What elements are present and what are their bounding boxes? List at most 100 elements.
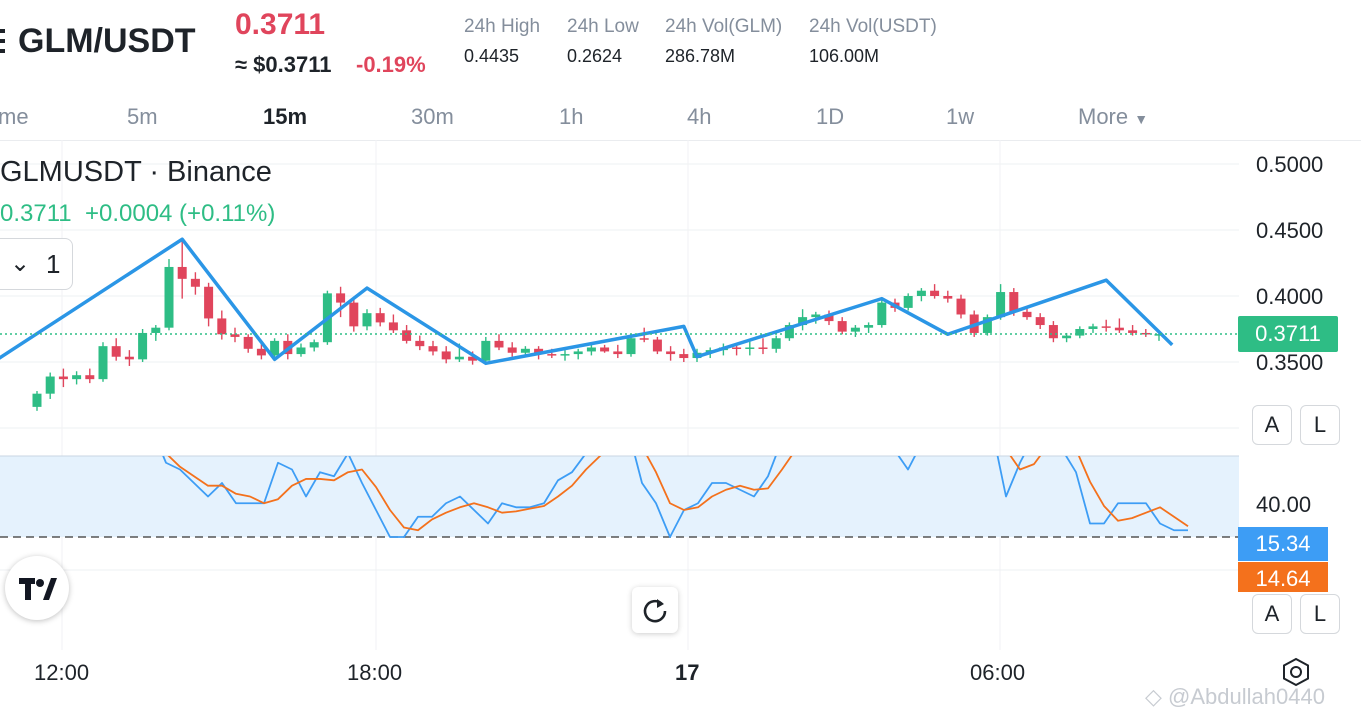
osc-d-value-tag: 14.64	[1238, 562, 1328, 592]
tab-5m[interactable]: 5m	[127, 104, 158, 129]
candle-body	[336, 293, 346, 303]
ohlc-change: +0.0004 (+0.11%)	[84, 200, 276, 227]
price-tick: 0.5000	[1256, 152, 1324, 177]
osc-band	[0, 456, 1239, 537]
candle-body	[204, 286, 214, 319]
menu-icon[interactable]	[0, 26, 10, 56]
candle-body	[903, 296, 913, 308]
candle-body	[177, 266, 187, 279]
stat-value-24h-vol-glm: 286.78M	[665, 46, 736, 66]
candle-body	[798, 317, 808, 326]
stat-label-24h-low: 24h Low	[567, 16, 639, 37]
candle-body	[600, 347, 610, 352]
indicators-toggle-button[interactable]: ⌄ 1	[0, 238, 73, 290]
candle-body	[428, 346, 438, 352]
stat-label-24h-high: 24h High	[464, 16, 541, 37]
osc-log-scale-button[interactable]: L	[1300, 594, 1340, 634]
candle-body	[402, 330, 412, 341]
watermark-icon: ◇	[1145, 684, 1169, 709]
caret-down-icon: ▼	[1134, 111, 1149, 127]
auto-scale-button[interactable]: A	[1252, 405, 1292, 445]
candle-body	[270, 340, 280, 356]
time-tick-day: 17	[675, 660, 700, 685]
stat-value-24h-vol-usdt: 106.00M	[809, 46, 880, 66]
tab-15m[interactable]: 15m	[263, 104, 308, 129]
usd-price: ≈ $0.3711	[235, 52, 332, 77]
ohlc-legend: 0.3711 +0.0004 (+0.11%)	[0, 200, 275, 228]
candle-body	[1154, 334, 1164, 336]
tab-4h[interactable]: 4h	[687, 104, 712, 129]
stat-label-24h-vol-usdt: 24h Vol(USDT)	[809, 16, 937, 37]
candle-body	[824, 314, 834, 322]
tab-1h[interactable]: 1h	[559, 104, 584, 129]
candle-body	[45, 376, 55, 394]
candle-body	[151, 327, 161, 333]
candle-body	[85, 375, 95, 380]
tab-1w[interactable]: 1w	[946, 104, 975, 129]
candle-body	[520, 348, 530, 353]
candle-body	[32, 393, 42, 407]
stoch-k-line	[162, 456, 1188, 538]
candle-body	[534, 348, 544, 355]
time-tick: 18:00	[347, 660, 403, 685]
candle-body	[1101, 326, 1111, 328]
tradingview-logo[interactable]	[5, 556, 69, 620]
candle-body	[256, 348, 266, 356]
tab-1d[interactable]: 1D	[816, 104, 845, 129]
log-scale-button[interactable]: L	[1300, 405, 1340, 445]
candle-body	[850, 327, 860, 332]
reset-icon	[643, 599, 667, 623]
candle-body	[441, 351, 451, 360]
price-change-percent: -0.19%	[356, 52, 426, 77]
candle-body	[679, 354, 689, 359]
watermark-text: @Abdullah0440	[1168, 684, 1325, 709]
tab-time[interactable]: me	[0, 104, 29, 129]
candle-body	[217, 318, 227, 335]
tab-more-label: More	[1078, 104, 1129, 129]
osc-auto-scale-button[interactable]: A	[1252, 594, 1292, 634]
candle-body	[230, 334, 240, 337]
candle-body	[124, 356, 134, 360]
osc-tick: 40.00	[1256, 492, 1312, 517]
candle-body	[164, 266, 174, 328]
candle-body	[1009, 292, 1019, 312]
tabs-divider	[0, 140, 1361, 141]
price-tick: 0.3500	[1256, 350, 1324, 375]
candle-body	[916, 290, 926, 296]
candle-body	[494, 340, 504, 348]
chart-settings-icon[interactable]	[1280, 656, 1312, 688]
candle-body	[996, 292, 1006, 318]
price-tick: 0.4000	[1256, 284, 1324, 309]
candle-body	[573, 351, 583, 355]
ohlc-price: 0.3711	[0, 200, 72, 227]
candle-body	[190, 278, 200, 287]
tab-more[interactable]: More ▼	[1078, 104, 1148, 130]
candle-body	[758, 347, 768, 349]
candle-body	[1075, 329, 1085, 336]
pair-title[interactable]: GLM/USDT	[18, 22, 196, 60]
candle-body	[349, 302, 359, 327]
candle-body	[1022, 311, 1032, 318]
price-tick: 0.4500	[1256, 218, 1324, 243]
candle-body	[309, 342, 319, 348]
time-tick: 06:00	[970, 660, 1026, 685]
candle-body	[415, 340, 425, 347]
candle-body	[666, 351, 676, 355]
reset-chart-button[interactable]	[632, 587, 678, 633]
candle-body	[388, 322, 398, 331]
candle-body	[468, 356, 478, 361]
candle-body	[652, 339, 662, 352]
candle-body	[771, 338, 781, 349]
zigzag-line	[0, 237, 1174, 366]
candle-body	[1128, 330, 1138, 333]
candle-body	[732, 347, 742, 349]
tab-30m[interactable]: 30m	[411, 104, 454, 129]
candle-body	[362, 313, 372, 327]
candle-body	[943, 296, 953, 299]
stat-label-24h-vol-glm: 24h Vol(GLM)	[665, 16, 783, 37]
last-price: 0.3711	[235, 8, 326, 41]
candle-body	[454, 356, 464, 360]
stat-value-24h-high: 0.4435	[464, 46, 520, 66]
candle-body	[296, 347, 306, 355]
